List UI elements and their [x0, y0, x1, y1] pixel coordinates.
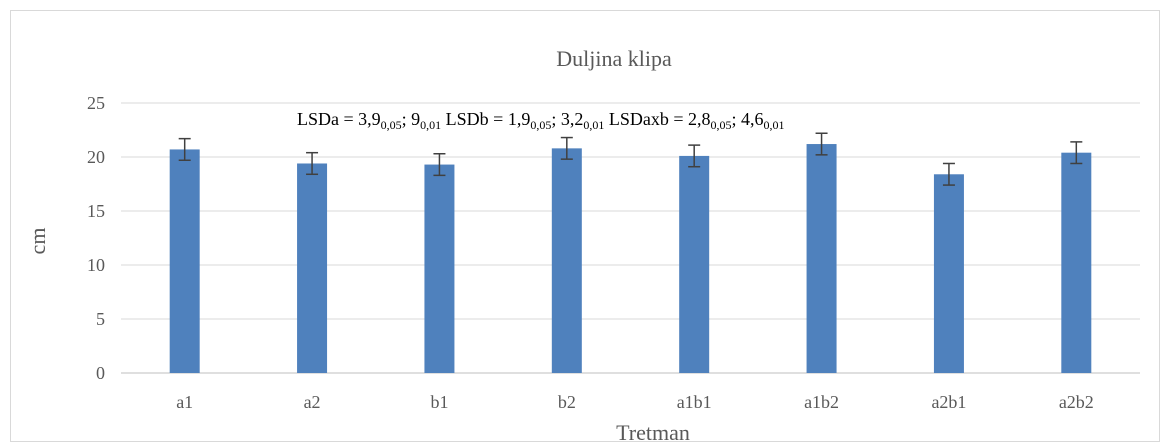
chart-title: Duljina klipa — [556, 46, 672, 71]
x-tick-label: b2 — [558, 392, 576, 412]
bar-a2 — [297, 163, 328, 373]
error-bar-a1b2 — [815, 132, 828, 156]
y-tick-label: 10 — [87, 255, 105, 275]
x-tick-label: a2b2 — [1059, 392, 1094, 412]
bar-a1b2 — [806, 144, 837, 373]
x-tick-label: b1 — [430, 392, 448, 412]
error-bar-a2 — [306, 151, 319, 176]
y-tick-label: 20 — [87, 147, 105, 167]
error-bars — [178, 132, 1083, 186]
bars — [169, 144, 1092, 373]
y-tick-label: 25 — [87, 93, 105, 113]
bar-a2b2 — [1061, 152, 1092, 373]
bar-b2 — [551, 148, 582, 373]
error-bar-b1 — [433, 153, 446, 177]
bar-a1b1 — [679, 155, 710, 373]
x-axis-title: Tretman — [616, 420, 690, 444]
lsd-annotation: LSDa = 3,90,05; 90,01 LSDb = 1,90,05; 3,… — [297, 109, 785, 132]
x-tick-label: a2 — [304, 392, 321, 412]
error-bar-a2b2 — [1070, 141, 1083, 165]
error-bar-a1 — [178, 137, 191, 161]
y-tick-label: 0 — [96, 363, 105, 383]
x-tick-label: a1 — [176, 392, 193, 412]
y-tick-label: 15 — [87, 201, 105, 221]
chart-frame — [10, 10, 1160, 442]
y-tick-labels: 0 5 10 15 20 25 — [87, 93, 105, 383]
y-axis-title: cm — [25, 228, 50, 255]
bar-b1 — [424, 164, 455, 373]
error-bar-a2b1 — [942, 162, 955, 186]
x-tick-label: a2b1 — [931, 392, 966, 412]
y-tick-label: 5 — [96, 309, 105, 329]
error-bar-a1b1 — [688, 144, 701, 168]
gridlines — [121, 102, 1140, 374]
error-bar-b2 — [560, 136, 573, 160]
bar-a2b1 — [933, 174, 964, 373]
x-tick-label: a1b2 — [804, 392, 839, 412]
x-tick-labels: a1 a2 b1 b2 a1b1 a1b2 a2b1 a2b2 — [176, 392, 1094, 412]
x-tick-label: a1b1 — [677, 392, 712, 412]
bar-a1 — [169, 149, 200, 373]
